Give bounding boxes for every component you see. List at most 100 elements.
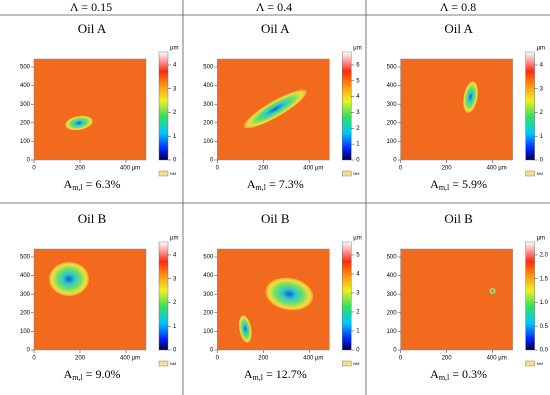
colorbar-tick-label: 3 (356, 291, 360, 297)
colorbar-tick-label: 1 (356, 142, 360, 148)
area-label: Am,l = 5.9% (430, 177, 487, 192)
scar-group (238, 277, 314, 343)
colorbar-tick-label: 2.0 (540, 253, 549, 259)
colorbar-tick-label: 4 (173, 63, 177, 69)
colorbar-tick-label: 2 (173, 110, 177, 116)
surface-map (400, 249, 513, 350)
x-tick-label: 0 (32, 356, 36, 362)
y-tick-label: 200 (387, 120, 398, 126)
colorbar-tick-label: 3 (540, 86, 544, 92)
colorbar-tick-label: 3 (173, 276, 177, 282)
colorbar-tick-label: 6 (356, 63, 360, 69)
colorbar-tick-label: 0 (540, 158, 544, 164)
nm-swatch (525, 170, 535, 177)
x-tick-label: 400 µm (487, 356, 507, 362)
y-tick-label: 200 (387, 310, 398, 316)
colorbar-unit: µm (170, 236, 178, 242)
area-symbol: A (64, 367, 73, 381)
area-label: Am,l = 7.3% (247, 177, 304, 192)
colorbar-tick-label: 0.5 (540, 324, 549, 330)
y-tick-label: 100 (20, 139, 31, 145)
colorbar-unit: µm (170, 46, 178, 52)
area-symbol: A (247, 177, 256, 191)
column-header: Λ = 0.15 (70, 0, 112, 14)
wear-scar (489, 288, 496, 294)
x-tick-label: 0 (399, 356, 403, 362)
colorbar-unit: µm (353, 46, 361, 52)
x-tick-label: 400 µm (120, 356, 140, 362)
colorbar (525, 241, 535, 351)
colorbar-tick-label: 3 (173, 86, 177, 92)
y-tick-label: 500 (203, 255, 214, 261)
area-label: Am,l = 6.3% (64, 177, 121, 192)
area-symbol: A (64, 177, 73, 191)
colorbar-tick-label: 0.0 (540, 348, 549, 354)
scar-group (49, 262, 89, 296)
y-tick-label: 300 (20, 292, 31, 298)
nm-swatch (525, 360, 535, 367)
x-tick-label: 200 (442, 356, 453, 362)
colorbar-tick-label: 1 (173, 134, 177, 140)
area-value: = 7.3% (269, 177, 304, 191)
y-tick-label: 0 (210, 348, 214, 354)
wear-scar (49, 262, 89, 296)
colorbar-tick-label: 0 (356, 348, 360, 354)
y-tick-label: 500 (20, 65, 31, 71)
colorbar-tick-label: 2 (540, 110, 544, 116)
colorbar-tick-label: 1 (540, 134, 544, 140)
y-tick-label: 300 (387, 102, 398, 108)
y-tick-label: 400 (387, 273, 398, 279)
colorbar-tick-label: 0 (173, 348, 177, 354)
nm-label: NM (353, 361, 359, 366)
panel-title: Oil B (78, 211, 107, 226)
y-tick-label: 400 (20, 273, 31, 279)
area-value: = 6.3% (86, 177, 121, 191)
area-subscript: m,l (439, 183, 450, 192)
y-tick-label: 400 (20, 83, 31, 89)
colorbar-tick-label: 4 (356, 94, 360, 100)
area-value: = 12.7% (266, 367, 307, 381)
surface-map (400, 59, 513, 160)
y-tick-label: 300 (387, 292, 398, 298)
colorbar-tick-label: 1.5 (540, 276, 549, 282)
colorbar-tick-label: 2 (356, 126, 360, 132)
nm-label: NM (537, 171, 543, 176)
colorbar (525, 51, 535, 161)
colorbar-tick-label: 4 (356, 272, 360, 278)
y-tick-label: 100 (203, 139, 214, 145)
y-tick-label: 200 (203, 120, 214, 126)
scar-group (463, 81, 479, 113)
area-symbol: A (430, 177, 439, 191)
colorbar-tick-label: 5 (356, 253, 360, 259)
y-tick-label: 200 (20, 120, 31, 126)
y-tick-label: 200 (20, 310, 31, 316)
x-tick-label: 0 (399, 166, 403, 172)
colorbar-unit: µm (353, 236, 361, 242)
colorbar-tick-label: 5 (356, 78, 360, 84)
nm-swatch (342, 170, 352, 177)
x-tick-label: 0 (216, 166, 220, 172)
colorbar-unit: µm (537, 236, 545, 242)
x-tick-label: 0 (216, 356, 220, 362)
x-tick-label: 0 (32, 166, 36, 172)
colorbar-tick-label: 0 (173, 158, 177, 164)
x-tick-label: 200 (258, 166, 269, 172)
plot-frame (400, 58, 513, 161)
y-tick-label: 0 (393, 348, 397, 354)
x-tick-label: 400 µm (487, 166, 507, 172)
panel-title: Oil A (78, 21, 107, 36)
y-tick-label: 400 (203, 273, 214, 279)
surface-map (34, 59, 146, 160)
colorbar-tick-label: 1.0 (540, 300, 549, 306)
scar-group (243, 89, 307, 129)
colorbar-tick-label: 1 (356, 329, 360, 335)
y-tick-label: 200 (203, 310, 214, 316)
x-tick-label: 200 (75, 356, 86, 362)
colorbar-tick-label: 1 (173, 324, 177, 330)
area-label: Am,l = 9.0% (64, 367, 121, 382)
x-tick-label: 200 (442, 166, 453, 172)
area-symbol: A (244, 367, 253, 381)
